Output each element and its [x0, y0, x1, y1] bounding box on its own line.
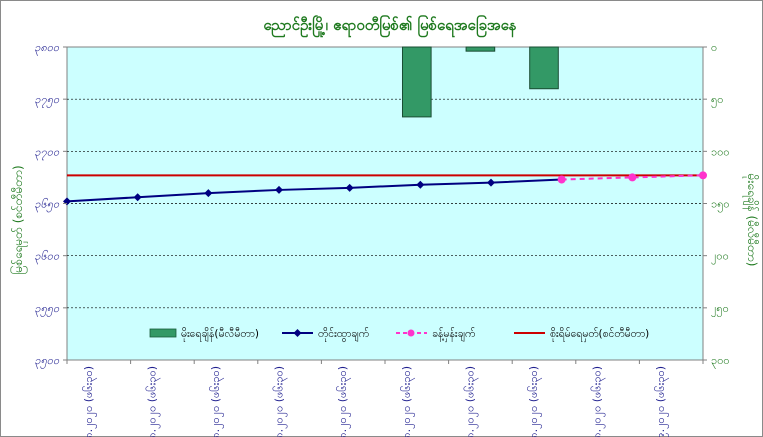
- forecast-point: [699, 171, 707, 180]
- gridlines: [67, 98, 703, 309]
- right-tick-label: ၁၀၀: [711, 145, 730, 158]
- x-tick-label: ၂၇.၈.၂၀၂၀ (ဖ၆း၃၀): [336, 366, 351, 437]
- left-tick-label: ၃၇၀၀: [34, 145, 60, 160]
- rain-bar: [401, 46, 432, 118]
- legend-forecast-marker: [407, 329, 415, 337]
- rain-bars: [401, 46, 559, 118]
- right-tick-label: ၃၀၀: [711, 354, 730, 369]
- legend-forecast-label: ခန့်မှန်းချက်: [432, 327, 475, 342]
- rain-bar: [529, 46, 559, 90]
- x-tick-label: ၂၈.၈.၂၀၂၀ (ဖ၆း၃၀): [400, 366, 415, 437]
- x-tick-label: ၁.၉.၂၀၂၀ (ဖ၆း၃၀): [654, 366, 669, 437]
- forecast-point: [557, 175, 566, 184]
- legend-rain-label: မိုးရေချိန်(မီလီမီတာ): [181, 327, 259, 342]
- right-tick-label: ၂၅၀: [711, 302, 729, 317]
- forecast-line: [561, 174, 704, 181]
- forecast-point: [628, 173, 637, 182]
- right-tick-label: ၅၀: [711, 93, 723, 108]
- left-axis-title: မြစ်ရေမှတ် (စင်တီမီတာ): [9, 165, 28, 274]
- x-tick-label: ၂၅.၈.၂၀၂၀ (ဖ၆း၃၀): [209, 366, 224, 437]
- left-tick-label: ၃၈၀၀: [34, 41, 60, 56]
- legend-danger-label: စိုးရိမ်ရေမှတ်(စင်တီမီတာ): [550, 327, 649, 342]
- measured-point: [487, 178, 495, 187]
- measured-point: [416, 180, 425, 189]
- legend-rain-swatch: [149, 328, 177, 338]
- legend-measured-label: တိုင်းထွာချက်: [318, 327, 369, 342]
- x-tick-label: ၃၀.၈.၂၀၂၀ (ဖ၆း၃၀): [527, 366, 542, 437]
- x-tick-label: ၂၃.၈.၂၀၂၀ (ဖ၆း၃၀): [82, 366, 97, 437]
- right-axis-title: မိုးရေချိန် (မီလီမီတာ): [742, 174, 760, 267]
- lines: [63, 171, 707, 206]
- measured-point: [204, 189, 213, 198]
- right-tick-label: ၀: [711, 41, 717, 54]
- left-tick-label: ၃၇၅၀: [34, 93, 60, 108]
- left-tick-label: ၃၆၅၀: [34, 198, 60, 213]
- legend: မိုးရေချိန်(မီလီမီတာ) တိုင်းထွာချက် ခန့်…: [149, 327, 649, 342]
- x-tick-label: ၂၄.၈.၂၀၂၀ (ဖ၆း၃၀): [145, 366, 160, 437]
- x-tick-label: ၃၁.၈.၂၀၂၀ (ဖ၆း၃၀): [591, 366, 606, 437]
- legend-measured-marker: [293, 329, 302, 337]
- left-tick-label: ၃၅၀၀: [34, 354, 60, 369]
- chart-title: ညောင်ဦးမြို့၊ ဧရာဝတီမြစ်၏ မြစ်ရေအခြေအနေ: [263, 14, 516, 38]
- left-tick-label: ၃၅၅၀: [34, 302, 60, 317]
- right-tick-label: ၂၀၀: [711, 250, 729, 265]
- measured-line: [66, 178, 562, 203]
- x-axis-ticks: ၂၃.၈.၂၀၂၀ (ဖ၆း၃၀) ၂၄.၈.၂၀၂၀ (ဖ၆း၃၀) ၂၅.၈.၂…: [66, 360, 704, 437]
- rain-bar: [465, 46, 496, 52]
- left-tick-label: ၃၆၀၀: [34, 250, 60, 265]
- x-tick-label: ၂၉.၈.၂၀၂၀ (ဖ၆း၃၀): [463, 366, 478, 437]
- measured-point: [275, 185, 283, 194]
- measured-point: [133, 193, 142, 202]
- x-tick-label: ၂၆.၈.၂၀၂၀ (ဖ၆း၃၀): [273, 366, 288, 437]
- right-tick-label: ၁၅၀: [711, 198, 730, 213]
- measured-point: [345, 183, 354, 192]
